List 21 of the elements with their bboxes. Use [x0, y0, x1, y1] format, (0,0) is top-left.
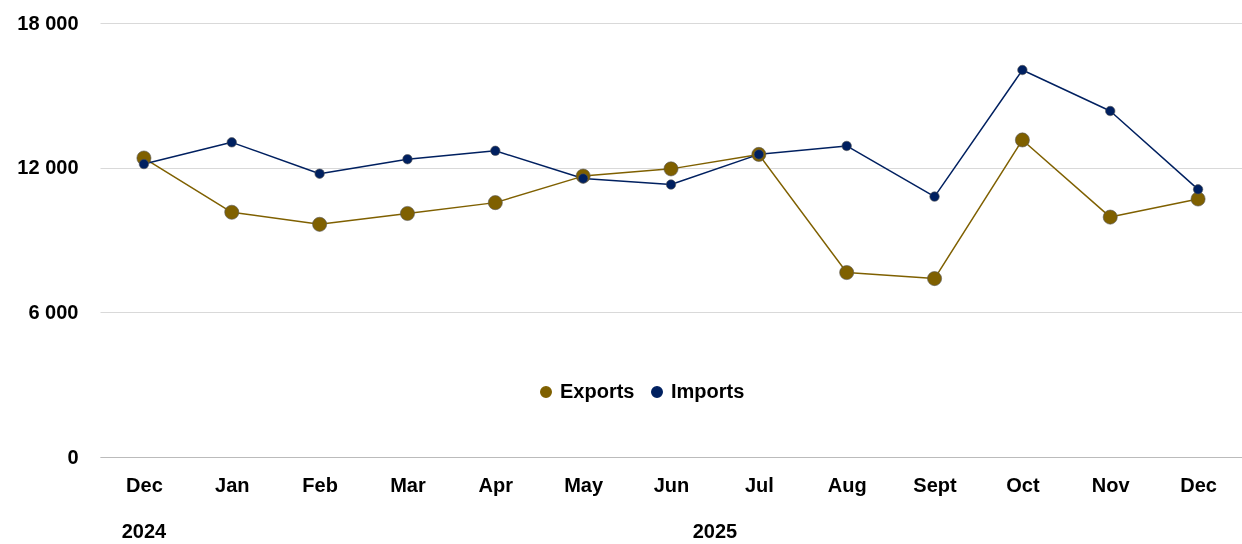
legend-label: Imports [671, 380, 745, 402]
text: 2024 [121, 520, 168, 542]
x-tick-label: Feb [302, 473, 338, 496]
y-tick-label: 12 000 [17, 156, 79, 179]
x-tick-label: Sept [913, 473, 958, 496]
x-tick-label: Jul [744, 473, 774, 496]
x-tick-label: Nov [1091, 473, 1131, 496]
x-tick-label: Dec [1180, 473, 1217, 496]
y-tick-label: 0 [67, 445, 79, 468]
x-tick-label: Mar [390, 473, 426, 496]
x-tick-label: Dec [126, 473, 163, 496]
x-tick-label: Oct [1006, 473, 1040, 496]
legend-label: Exports [560, 380, 635, 402]
x-tick-label: May [564, 473, 604, 496]
text: 2025 [692, 520, 738, 542]
x-tick-label: Jun [653, 473, 690, 496]
x-tick-label: Aug [827, 473, 867, 496]
x-tick-label: Apr [478, 473, 514, 496]
x-tick-label: Jan [215, 473, 250, 496]
y-tick-label: 18 000 [17, 11, 79, 34]
y-tick-label: 6 000 [28, 300, 79, 323]
